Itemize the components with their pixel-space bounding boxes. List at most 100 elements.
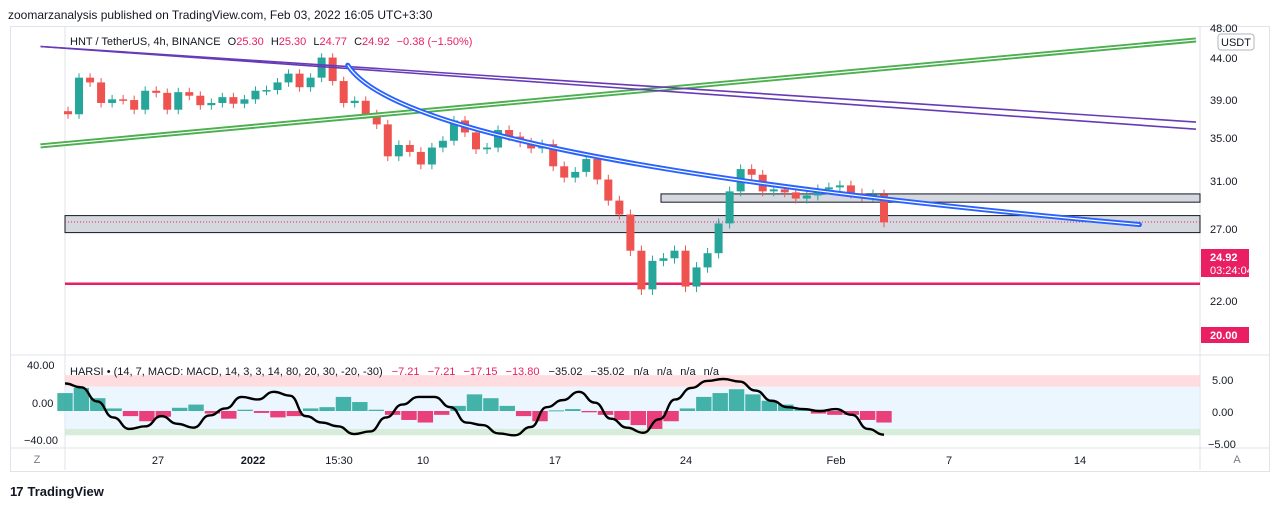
- candle-body: [593, 159, 602, 180]
- candle-body: [229, 97, 238, 104]
- candle-body: [846, 185, 855, 194]
- legend-close-label: C: [354, 36, 362, 48]
- osc-left-tick-neg40: −40.00: [24, 435, 58, 447]
- legend-high: 25.30: [279, 36, 307, 48]
- histogram-bar: [827, 411, 843, 415]
- osc-left-tick-40: 40.00: [27, 360, 55, 372]
- histogram-bar: [810, 411, 827, 414]
- candle-body: [361, 100, 370, 115]
- histogram-bar: [859, 411, 876, 420]
- x-tick-14: 14: [1074, 455, 1086, 467]
- legend-symbol: HNT / TetherUS, 4h, BINANCE: [70, 36, 221, 48]
- candle-body: [394, 144, 403, 157]
- histogram-bar: [450, 405, 466, 411]
- candle-body: [86, 77, 95, 83]
- chart-frame: [10, 26, 1270, 472]
- histogram-bar: [876, 411, 892, 423]
- histogram-bar: [319, 407, 335, 411]
- level-badge-label: 20.00: [1210, 330, 1238, 342]
- auto-scale-button[interactable]: A: [1233, 454, 1241, 466]
- histogram-bar: [565, 409, 581, 411]
- x-tick-24: 24: [680, 455, 692, 467]
- auto-scale-left-button[interactable]: Z: [34, 454, 41, 466]
- candle-body: [637, 250, 646, 290]
- indicator-value-2: −7.21: [428, 366, 456, 378]
- candle-body: [207, 102, 216, 106]
- histogram-bar: [122, 411, 139, 417]
- candle-body: [714, 223, 723, 254]
- tradingview-logo-text: TradingView: [27, 484, 104, 499]
- candle-body: [130, 100, 139, 110]
- histogram-bar: [286, 411, 303, 417]
- trendline-blue-inner: [347, 64, 1140, 226]
- histogram-bar: [106, 408, 122, 411]
- candle-body: [75, 77, 84, 115]
- legend-close: 24.92: [362, 36, 390, 48]
- histogram-bar: [57, 393, 73, 411]
- candle-body: [494, 130, 503, 148]
- indicator-legend[interactable]: HARSI • (14, 7, MACD: MACD, 14, 3, 3, 14…: [70, 366, 720, 378]
- indicator-name: HARSI: [70, 366, 104, 378]
- candle-body: [196, 95, 205, 106]
- x-tick-feb: Feb: [827, 455, 846, 467]
- currency-badge-label: USDT: [1221, 37, 1251, 49]
- histogram-bar: [728, 389, 745, 411]
- histogram-bar: [843, 411, 859, 415]
- histogram-bar: [237, 409, 253, 411]
- histogram-bar: [663, 411, 679, 422]
- candle-body: [747, 169, 756, 175]
- symbol-legend[interactable]: HNT / TetherUS, 4h, BINANCE O25.30 H25.3…: [70, 36, 472, 48]
- candle-body: [64, 111, 72, 115]
- trendline-purple-1: [40, 45, 1197, 123]
- price-badge-price: 24.92: [1210, 252, 1238, 264]
- legend-low: 24.77: [319, 36, 347, 48]
- trendline-green-inner: [40, 39, 1197, 147]
- osc-left-tick-0: 0.00: [32, 398, 53, 410]
- candle-body: [174, 92, 183, 110]
- histogram-bar: [401, 411, 417, 420]
- candle-body: [218, 97, 227, 103]
- candle-body: [835, 185, 844, 188]
- histogram-bar: [499, 405, 515, 411]
- candle-body: [692, 267, 701, 287]
- publisher-line: zoomarzanalysis published on TradingView…: [8, 8, 433, 22]
- price-badge-countdown: 03:24:04: [1210, 265, 1253, 277]
- candle-body: [571, 171, 580, 178]
- histogram-bar: [368, 409, 384, 411]
- legend-open: 25.30: [236, 36, 264, 48]
- candle-body: [659, 258, 668, 261]
- candle-body: [438, 140, 447, 148]
- candle-body: [240, 99, 249, 104]
- candle-body: [582, 159, 591, 172]
- currency-badge[interactable]: [1217, 33, 1255, 51]
- osc-right-tick-5: 5.00: [1212, 375, 1233, 387]
- indicator-value-4: −13.80: [506, 366, 540, 378]
- candle-body: [472, 132, 480, 150]
- trendline-purple-2: [40, 45, 1197, 130]
- band-oversold: [65, 428, 1200, 436]
- histogram-bar: [204, 411, 221, 414]
- candle-body: [604, 179, 613, 201]
- tradingview-logo[interactable]: 17 TradingView: [10, 484, 104, 499]
- candle-body: [769, 189, 778, 192]
- candle-body: [880, 194, 888, 223]
- y-tick-35: 35.00: [1210, 133, 1238, 145]
- y-tick-48: 48.00: [1210, 23, 1238, 35]
- histogram-bar: [73, 387, 90, 411]
- x-tick-7: 7: [946, 455, 952, 467]
- level-badge: [1201, 327, 1249, 343]
- tradingview-logo-icon: 17: [10, 484, 24, 499]
- candle-body: [703, 253, 712, 268]
- histogram-bar: [270, 411, 286, 418]
- histogram-bar: [581, 411, 597, 413]
- histogram-bar: [171, 407, 188, 411]
- band-overbought: [65, 375, 1200, 387]
- candle-body: [306, 77, 315, 88]
- price-zone-1: [660, 193, 1201, 203]
- candle-body: [560, 166, 569, 178]
- y-tick-31: 31.00: [1210, 176, 1238, 188]
- histogram-bar: [548, 410, 565, 412]
- x-tick-27: 27: [152, 455, 164, 467]
- legend-high-label: H: [271, 36, 279, 48]
